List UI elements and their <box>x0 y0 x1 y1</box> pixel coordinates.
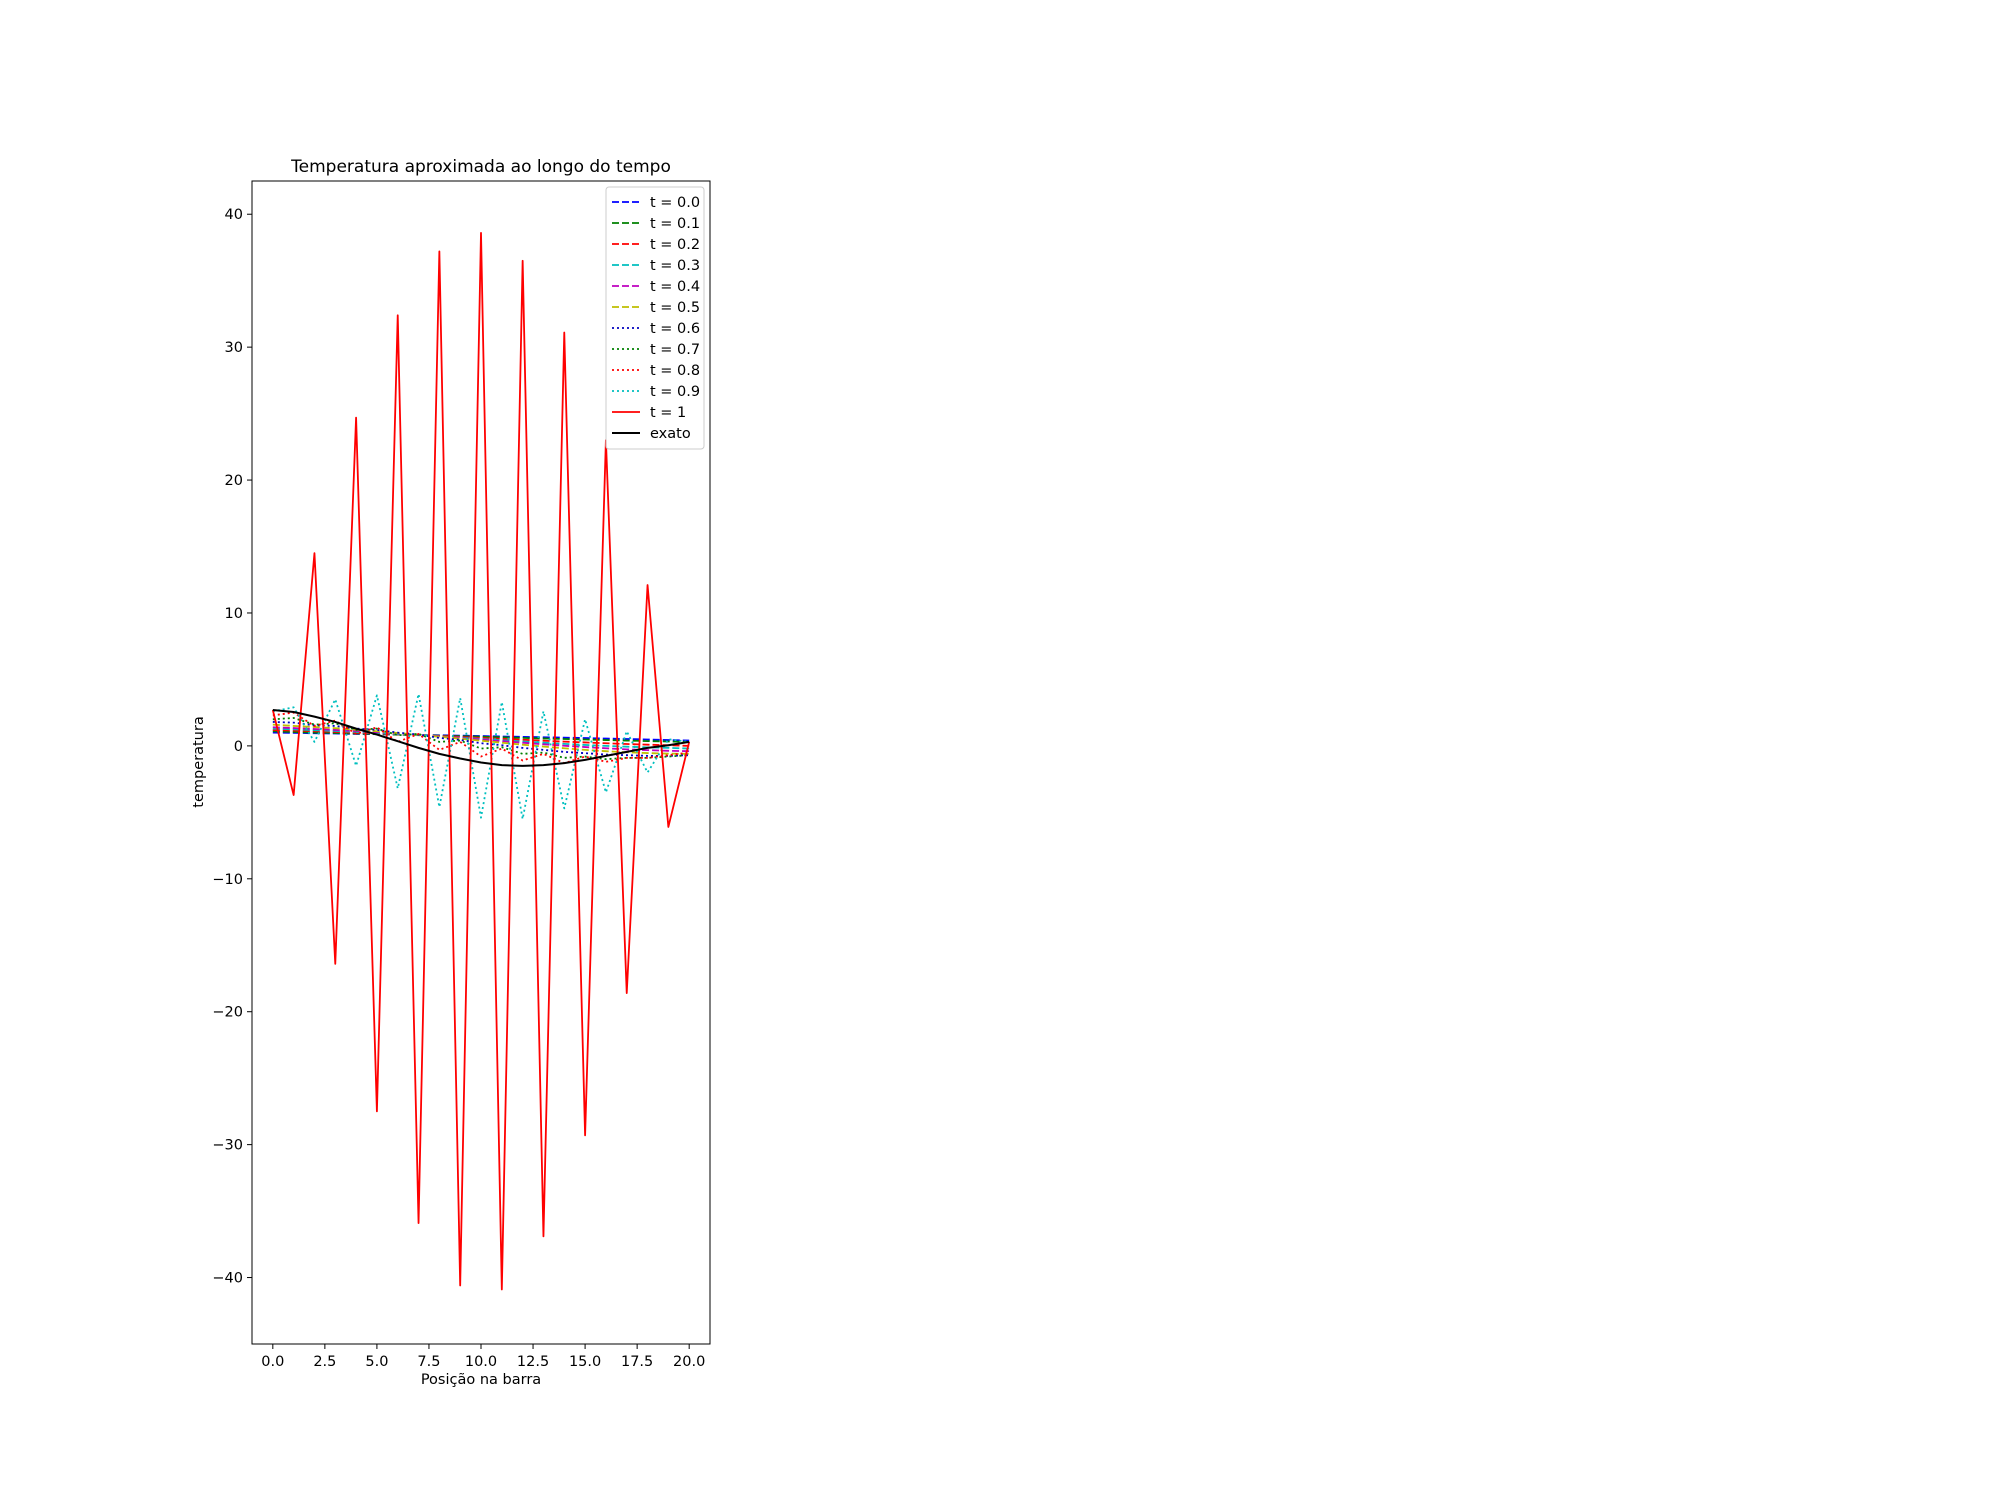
y-tick-label: −10 <box>212 872 243 888</box>
x-tick-label: 10.0 <box>465 1354 497 1370</box>
y-axis-label: temperatura <box>191 716 207 807</box>
legend-label-t-0-1: t = 0.1 <box>650 216 700 232</box>
y-tick-label: −40 <box>212 1271 243 1287</box>
x-tick-label: 12.5 <box>517 1354 549 1370</box>
x-axis-label: Posição na barra <box>421 1372 541 1388</box>
y-tick-label: −30 <box>212 1138 243 1154</box>
y-tick-label: 30 <box>225 340 243 356</box>
y-axis-ticks: −40 −30 −20 −10 0 10 20 30 40 <box>212 207 252 1287</box>
legend-label-exato: exato <box>650 426 691 442</box>
x-tick-label: 20.0 <box>673 1354 705 1370</box>
x-tick-label: 7.5 <box>417 1354 440 1370</box>
legend-label-t-0-8: t = 0.8 <box>650 363 700 379</box>
x-tick-label: 17.5 <box>621 1354 653 1370</box>
y-tick-label: 40 <box>225 207 243 223</box>
x-tick-label: 0.0 <box>261 1354 284 1370</box>
x-axis-ticks: 0.0 2.5 5.0 7.5 10.0 12.5 15.0 17.5 20.0 <box>261 1344 705 1370</box>
chart-title: Temperatura aproximada ao longo do tempo <box>290 157 671 177</box>
legend-label-t-0-0: t = 0.0 <box>650 195 700 211</box>
y-tick-label: 0 <box>234 739 243 755</box>
y-tick-label: 10 <box>225 606 243 622</box>
series-line-t-0-9 <box>272 693 690 820</box>
legend-label-t-0-3: t = 0.3 <box>650 258 700 274</box>
y-tick-label: −20 <box>212 1005 243 1021</box>
legend: t = 0.0 t = 0.1 t = 0.2 t = 0.3 t = 0.4 t = 0… <box>605 186 705 450</box>
legend-label-t-0-7: t = 0.7 <box>650 342 700 358</box>
legend-label-t-0-6: t = 0.6 <box>650 321 700 337</box>
legend-label-t-0-4: t = 0.4 <box>650 279 700 295</box>
legend-label-t-0-5: t = 0.5 <box>650 300 700 316</box>
x-tick-label: 15.0 <box>569 1354 601 1370</box>
legend-box <box>605 186 705 450</box>
x-tick-label: 5.0 <box>365 1354 388 1370</box>
x-tick-label: 2.5 <box>313 1354 336 1370</box>
legend-label-t-1: t = 1 <box>650 405 686 421</box>
y-tick-label: 20 <box>225 473 243 489</box>
series-line-t-1 <box>271 231 691 1291</box>
legend-label-t-0-2: t = 0.2 <box>650 237 700 253</box>
series-line-exato <box>272 709 690 767</box>
legend-label-t-0-9: t = 0.9 <box>650 384 700 400</box>
plot-lines <box>271 231 691 1291</box>
